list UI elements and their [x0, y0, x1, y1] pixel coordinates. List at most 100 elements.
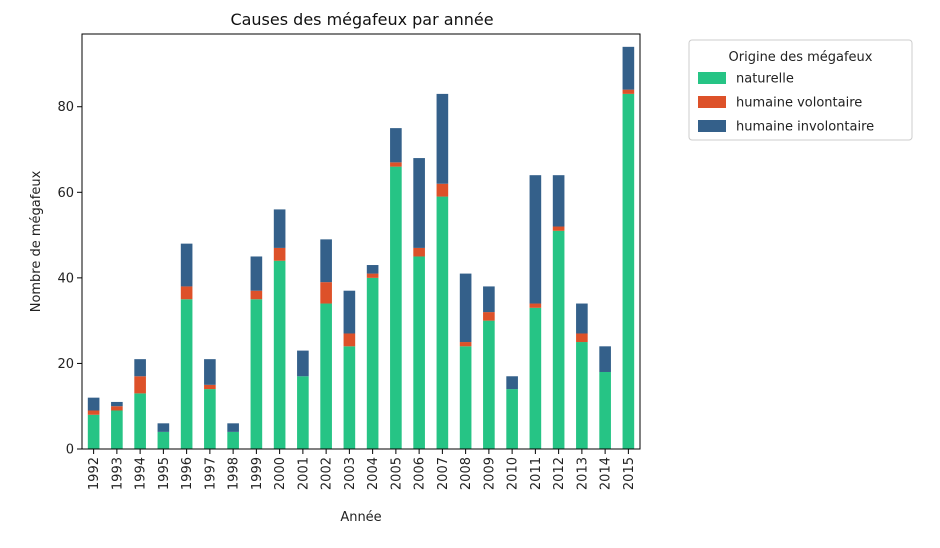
bar-1999-series-2	[250, 256, 263, 291]
x-tick-label-1994: 1994	[134, 457, 149, 490]
x-tick-label-1995: 1995	[157, 457, 172, 490]
bar-2011-series-2	[529, 175, 542, 304]
x-tick-label-2007: 2007	[436, 457, 451, 490]
bar-2014-series-0	[599, 371, 611, 449]
bar-2010-series-2	[506, 376, 518, 390]
bar-2007-series-0	[436, 196, 449, 449]
bar-1997-series-2	[204, 359, 216, 385]
bar-2015-series-2	[622, 46, 635, 90]
bars-layer	[87, 46, 635, 450]
y-axis-label: Nombre de mégafeux	[29, 170, 44, 312]
bar-1992-series-2	[87, 397, 100, 411]
x-tick-label-2012: 2012	[552, 457, 567, 490]
bar-2007-series-1	[436, 183, 449, 197]
bar-2004-series-1	[366, 273, 379, 278]
bar-2010-series-0	[506, 389, 518, 449]
x-tick-label-2003: 2003	[343, 457, 358, 490]
x-tick-label-2010: 2010	[506, 457, 521, 490]
legend-swatch-1	[698, 96, 726, 108]
bar-1993-series-2	[111, 401, 123, 407]
chart-title: Causes des mégafeux par année	[230, 10, 493, 29]
bar-2008-series-1	[459, 342, 472, 347]
bar-2003-series-1	[343, 333, 356, 347]
bar-2005-series-2	[390, 128, 402, 163]
bar-2001-series-0	[297, 376, 309, 449]
bar-2004-series-2	[366, 265, 379, 274]
legend-entry-0: naturelle	[736, 72, 794, 87]
y-tick-label-0: 0	[66, 443, 74, 458]
bar-2001-series-2	[297, 350, 309, 377]
legend-title: Origine des mégafeux	[729, 50, 873, 65]
bar-2009-series-2	[483, 286, 495, 313]
bar-1998-series-2	[227, 423, 239, 432]
bar-2005-series-0	[390, 166, 402, 450]
bar-2003-series-2	[343, 290, 356, 334]
x-tick-label-2008: 2008	[459, 457, 474, 490]
legend-swatch-2	[698, 120, 726, 132]
legend-swatch-0	[698, 72, 726, 84]
legend-box	[688, 39, 913, 141]
legend: Origine des mégafeux naturelle humaine vol…	[688, 39, 913, 141]
bar-2000-series-2	[273, 209, 286, 248]
bar-1997-series-0	[204, 389, 216, 449]
bar-2009-series-0	[483, 320, 495, 449]
x-tick-label-2002: 2002	[320, 457, 335, 490]
bar-2006-series-1	[413, 247, 425, 257]
bar-2002-series-1	[320, 282, 332, 304]
bar-2011-series-0	[529, 307, 542, 449]
bar-2008-series-0	[459, 346, 472, 449]
x-axis-label: Année	[340, 510, 381, 525]
bar-1998-series-0	[227, 431, 239, 449]
bar-1992-series-0	[87, 414, 100, 449]
y-tick-label-80: 80	[57, 100, 74, 115]
bar-2007-series-2	[436, 93, 449, 184]
x-tick-label-1997: 1997	[203, 457, 218, 490]
x-tick-label-1996: 1996	[180, 457, 195, 490]
plot-frame	[81, 33, 641, 450]
bar-2013-series-1	[576, 333, 588, 343]
x-tick-label-1992: 1992	[87, 457, 102, 490]
bar-1997-series-1	[204, 384, 216, 390]
bar-1999-series-0	[250, 299, 263, 449]
bar-1994-series-0	[134, 393, 146, 449]
bar-2002-series-2	[320, 239, 332, 283]
bar-2000-series-1	[273, 247, 286, 261]
x-tick-label-2004: 2004	[366, 457, 381, 490]
x-tick-label-2000: 2000	[273, 457, 288, 490]
x-tick-label-2005: 2005	[389, 457, 404, 490]
x-tick-label-2009: 2009	[482, 457, 497, 490]
bar-2000-series-0	[273, 260, 286, 449]
bar-2008-series-2	[459, 273, 472, 343]
bar-1996-series-1	[180, 286, 193, 300]
x-tick-label-2011: 2011	[529, 457, 544, 490]
bar-2014-series-2	[599, 346, 611, 372]
bar-1999-series-1	[250, 290, 263, 300]
bar-2004-series-0	[366, 277, 379, 449]
x-tick-label-2015: 2015	[622, 457, 637, 490]
bar-2015-series-0	[622, 93, 635, 449]
bar-1992-series-1	[87, 410, 100, 415]
bar-2005-series-1	[390, 162, 402, 167]
y-axis: 0 20 40 60 80	[57, 100, 82, 458]
x-tick-label-2006: 2006	[413, 457, 428, 490]
bar-2012-series-1	[552, 226, 565, 231]
bar-1995-series-2	[157, 423, 170, 432]
bar-1996-series-0	[180, 299, 193, 449]
bar-2011-series-1	[529, 303, 542, 308]
bar-2006-series-0	[413, 256, 425, 449]
y-tick-label-40: 40	[57, 271, 74, 286]
y-tick-label-60: 60	[57, 186, 74, 201]
legend-entry-2: humaine involontaire	[736, 120, 874, 135]
bar-2002-series-0	[320, 303, 332, 449]
x-axis: 1992 1993 1994 1995 1996 1997 1998 1999 2000 2001…	[87, 449, 637, 490]
bar-2012-series-2	[552, 175, 565, 227]
legend-entry-1: humaine volontaire	[736, 96, 862, 111]
bar-1994-series-2	[134, 359, 146, 377]
x-tick-label-1998: 1998	[227, 457, 242, 490]
x-tick-label-2014: 2014	[599, 457, 614, 490]
bar-2003-series-0	[343, 346, 356, 449]
x-tick-label-2013: 2013	[575, 457, 590, 490]
x-tick-label-2001: 2001	[296, 457, 311, 490]
bar-1996-series-2	[180, 243, 193, 287]
